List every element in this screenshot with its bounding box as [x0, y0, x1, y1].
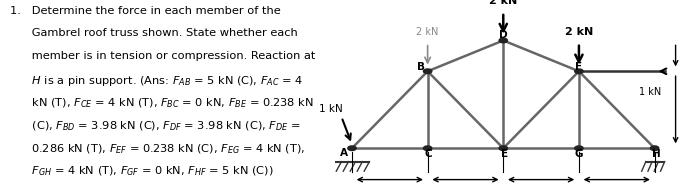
Text: F: F	[575, 62, 583, 72]
Circle shape	[650, 146, 659, 151]
Text: B: B	[417, 62, 425, 72]
Text: Gambrel roof truss shown. State whether each: Gambrel roof truss shown. State whether …	[10, 28, 298, 38]
Text: H: H	[653, 149, 661, 159]
Text: 2 kN: 2 kN	[489, 0, 517, 6]
Text: 1.   Determine the force in each member of the: 1. Determine the force in each member of…	[10, 6, 281, 16]
Circle shape	[347, 146, 356, 151]
Text: (C), $F_{BD}$ = 3.98 kN (C), $F_{DF}$ = 3.98 kN (C), $F_{DE}$ =: (C), $F_{BD}$ = 3.98 kN (C), $F_{DF}$ = …	[10, 119, 301, 133]
Circle shape	[423, 69, 432, 74]
Text: D: D	[499, 31, 508, 40]
Circle shape	[575, 146, 583, 151]
Text: $F_{GH}$ = 4 kN (T), $F_{GF}$ = 0 kN, $F_{HF}$ = 5 kN (C)): $F_{GH}$ = 4 kN (T), $F_{GF}$ = 0 kN, $F…	[10, 165, 274, 178]
Text: 2 kN: 2 kN	[417, 27, 439, 37]
Text: 1 kN: 1 kN	[640, 87, 661, 96]
Text: $H$ is a pin support. (Ans: $F_{AB}$ = 5 kN (C), $F_{AC}$ = 4: $H$ is a pin support. (Ans: $F_{AB}$ = 5…	[10, 74, 304, 88]
Circle shape	[423, 146, 432, 151]
Text: kN (T), $F_{CE}$ = 4 kN (T), $F_{BC}$ = 0 kN, $F_{BE}$ = 0.238 kN: kN (T), $F_{CE}$ = 4 kN (T), $F_{BC}$ = …	[10, 97, 314, 110]
Text: A: A	[339, 148, 347, 158]
Text: G: G	[575, 149, 583, 159]
Text: 1 kN: 1 kN	[319, 104, 343, 114]
Text: C: C	[425, 149, 432, 159]
Text: 0.286 kN (T), $F_{EF}$ = 0.238 kN (C), $F_{EG}$ = 4 kN (T),: 0.286 kN (T), $F_{EF}$ = 0.238 kN (C), $…	[10, 142, 305, 156]
Circle shape	[575, 69, 583, 74]
Circle shape	[499, 38, 508, 43]
Text: E: E	[501, 149, 508, 159]
Text: member is in tension or compression. Reaction at: member is in tension or compression. Rea…	[10, 51, 315, 61]
Text: 2 kN: 2 kN	[565, 27, 593, 37]
Circle shape	[499, 146, 508, 151]
